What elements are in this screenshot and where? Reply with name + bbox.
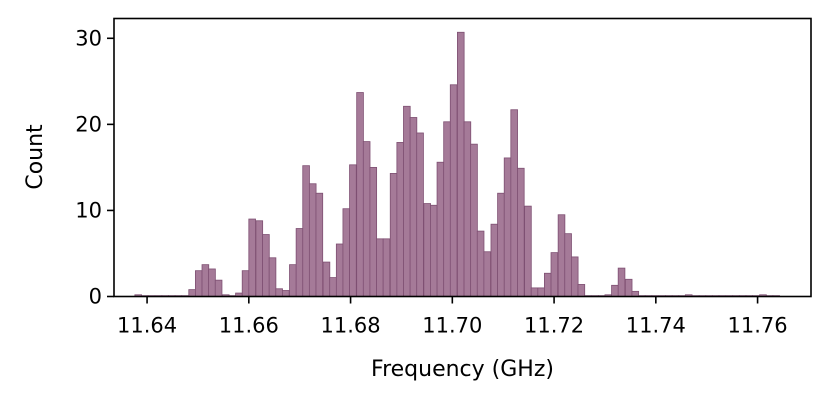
histogram-bar xyxy=(275,288,283,297)
histogram-bar xyxy=(577,284,586,297)
histogram-bar xyxy=(255,220,264,297)
plot-frame xyxy=(113,17,812,298)
histogram-bar xyxy=(443,121,451,297)
histogram-bar xyxy=(463,121,472,297)
histogram-bar xyxy=(262,234,270,297)
histogram-bar xyxy=(564,233,572,297)
histogram-bar xyxy=(396,142,404,297)
histogram-bar xyxy=(295,228,304,297)
x-tick-label: 11.64 xyxy=(117,314,177,338)
x-tick-label: 11.76 xyxy=(728,314,788,338)
histogram-bar xyxy=(194,270,203,297)
histogram-bar xyxy=(302,165,310,297)
histogram-bar xyxy=(490,223,499,297)
y-axis: 0 10 20 30 xyxy=(75,26,114,309)
histogram-bar xyxy=(248,218,256,297)
histogram-bar xyxy=(497,192,505,297)
histogram-bar xyxy=(335,243,344,297)
histogram-bar xyxy=(342,208,351,297)
y-tick-label: 0 xyxy=(89,285,102,309)
histogram-bar xyxy=(503,157,512,297)
x-tick-label: 11.66 xyxy=(219,314,279,338)
x-tick-label: 11.70 xyxy=(422,314,482,338)
histogram-bar xyxy=(416,132,424,297)
histogram-bar xyxy=(517,167,525,297)
histogram-bar xyxy=(322,261,331,297)
histogram-bar xyxy=(611,284,619,297)
histogram-bar xyxy=(457,31,465,297)
y-axis-label: Count xyxy=(23,124,48,190)
x-tick-label: 11.72 xyxy=(524,314,584,338)
histogram-bar xyxy=(268,257,277,297)
histogram-bars xyxy=(134,31,780,297)
histogram-bar xyxy=(201,264,210,297)
histogram-bar xyxy=(524,205,532,297)
histogram-bar xyxy=(241,270,250,297)
histogram-bar xyxy=(208,268,216,297)
histogram-bar xyxy=(409,117,418,297)
histogram-bar xyxy=(289,264,297,297)
histogram-bar xyxy=(423,203,431,297)
histogram-bar xyxy=(557,214,566,297)
histogram-bar xyxy=(483,251,491,297)
histogram-bar xyxy=(356,92,364,297)
histogram-bar xyxy=(329,277,337,297)
histogram-bar xyxy=(544,272,552,297)
histogram-bar xyxy=(369,166,378,297)
x-tick-label: 11.68 xyxy=(321,314,381,338)
histogram-bar xyxy=(476,230,485,297)
histogram-bar xyxy=(362,141,371,297)
histogram-bar xyxy=(550,252,559,297)
histogram-bar xyxy=(376,238,384,297)
histogram-bar xyxy=(510,109,518,297)
histogram-bar xyxy=(470,143,478,297)
histogram-bar xyxy=(570,256,579,297)
histogram-bar xyxy=(430,204,438,297)
histogram-bar xyxy=(537,287,545,297)
histogram-bar xyxy=(315,192,324,297)
histogram-bar xyxy=(389,173,398,297)
x-axis: 11.64 11.66 11.68 11.70 11.72 11.74 11.76 xyxy=(117,296,788,338)
histogram-bar xyxy=(624,278,633,297)
histogram-bar xyxy=(403,105,411,297)
y-tick-label: 20 xyxy=(75,112,102,136)
histogram-bar xyxy=(436,161,445,297)
histogram-bar xyxy=(349,164,357,297)
y-tick-label: 30 xyxy=(75,26,102,50)
histogram-bar xyxy=(281,290,290,297)
x-axis-label: Frequency (GHz) xyxy=(371,357,554,382)
y-tick-label: 10 xyxy=(75,198,102,222)
histogram-bar xyxy=(214,279,223,297)
histogram-bar xyxy=(449,84,458,297)
histogram-bar xyxy=(382,238,391,297)
x-tick-label: 11.74 xyxy=(626,314,686,338)
histogram-bar xyxy=(530,287,539,297)
histogram-bar xyxy=(617,267,626,297)
histogram-bar xyxy=(308,183,317,297)
histogram-bar xyxy=(188,289,196,297)
